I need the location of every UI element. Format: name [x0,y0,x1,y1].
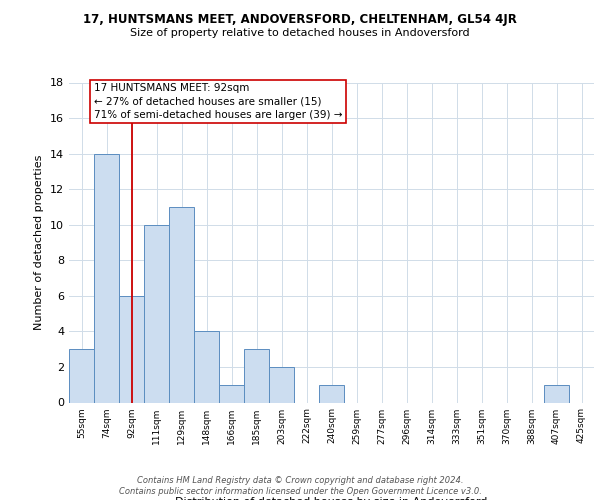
Bar [219,384,244,402]
Bar [244,349,269,403]
Bar [169,207,194,402]
Bar [119,296,144,403]
X-axis label: Distribution of detached houses by size in Andoversford: Distribution of detached houses by size … [175,496,488,500]
Bar [94,154,119,402]
Bar [194,332,219,402]
Text: Contains public sector information licensed under the Open Government Licence v3: Contains public sector information licen… [119,487,481,496]
Text: Contains HM Land Registry data © Crown copyright and database right 2024.: Contains HM Land Registry data © Crown c… [137,476,463,485]
Bar [319,384,344,402]
Bar [144,224,169,402]
Text: Size of property relative to detached houses in Andoversford: Size of property relative to detached ho… [130,28,470,38]
Bar [269,367,294,402]
Bar [544,384,569,402]
Text: 17 HUNTSMANS MEET: 92sqm
← 27% of detached houses are smaller (15)
71% of semi-d: 17 HUNTSMANS MEET: 92sqm ← 27% of detach… [94,84,343,120]
Y-axis label: Number of detached properties: Number of detached properties [34,155,44,330]
Text: 17, HUNTSMANS MEET, ANDOVERSFORD, CHELTENHAM, GL54 4JR: 17, HUNTSMANS MEET, ANDOVERSFORD, CHELTE… [83,12,517,26]
Bar [69,349,94,403]
